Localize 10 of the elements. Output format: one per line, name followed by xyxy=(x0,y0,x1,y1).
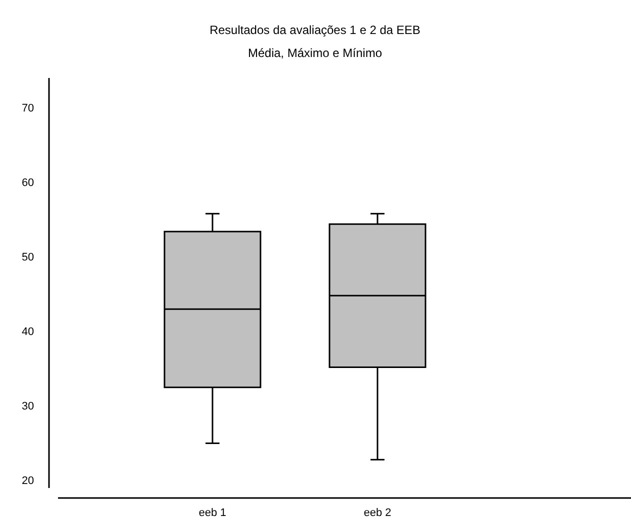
x-tick-label: eeb 1 xyxy=(198,506,226,519)
x-tick-label: eeb 2 xyxy=(364,506,392,519)
y-tick-label: 70 xyxy=(22,102,34,114)
y-tick-label: 50 xyxy=(22,251,34,264)
y-tick-label: 30 xyxy=(22,400,34,413)
chart-subtitle: Média, Máximo e Mínimo xyxy=(248,46,382,60)
y-tick-label: 40 xyxy=(22,326,34,338)
y-tick-label: 20 xyxy=(22,475,34,488)
chart-title: Resultados da avaliações 1 e 2 da EEB xyxy=(210,23,420,37)
y-tick-label: 60 xyxy=(22,176,34,189)
